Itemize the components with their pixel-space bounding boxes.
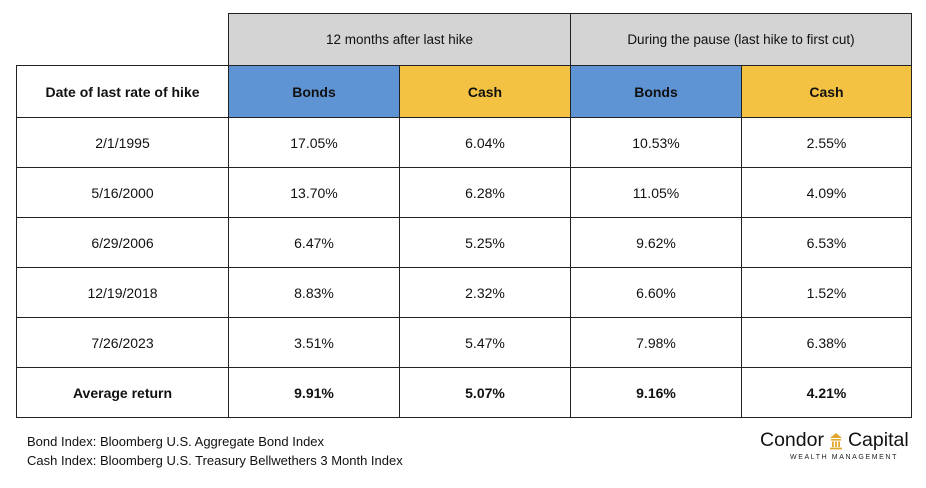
logo-name-right: Capital <box>847 429 909 451</box>
bonds-12m-cell: 8.83% <box>228 267 400 318</box>
column-header-bonds-12m: Bonds <box>228 65 400 118</box>
bonds-12m-cell: 17.05% <box>228 117 400 168</box>
cash-pause-cell: 1.52% <box>741 267 912 318</box>
date-cell: 5/16/2000 <box>16 167 229 218</box>
column-header-cash-12m: Cash <box>399 65 571 118</box>
bonds-pause-cell: 9.62% <box>570 217 742 268</box>
average-label-cell: Average return <box>16 367 229 418</box>
cash-pause-cell: 6.38% <box>741 317 912 368</box>
bonds-12m-cell: 6.47% <box>228 217 400 268</box>
group-header-12-months: 12 months after last hike <box>228 13 571 66</box>
average-bonds-pause-cell: 9.16% <box>570 367 742 418</box>
date-cell: 2/1/1995 <box>16 117 229 168</box>
bonds-12m-cell: 13.70% <box>228 167 400 218</box>
cash-pause-cell: 6.53% <box>741 217 912 268</box>
returns-table: 12 months after last hike During the pau… <box>16 13 912 418</box>
column-header-date: Date of last rate of hike <box>16 65 229 118</box>
date-cell: 12/19/2018 <box>16 267 229 318</box>
average-cash-12m-cell: 5.07% <box>399 367 571 418</box>
cash-12m-cell: 2.32% <box>399 267 571 318</box>
table-row: 2/1/1995 17.05% 6.04% 10.53% 2.55% <box>16 117 912 168</box>
bonds-pause-cell: 7.98% <box>570 317 742 368</box>
group-header-row: 12 months after last hike During the pau… <box>16 13 912 66</box>
average-row: Average return 9.91% 5.07% 9.16% 4.21% <box>16 367 912 418</box>
column-header-bonds-pause: Bonds <box>570 65 742 118</box>
table-row: 5/16/2000 13.70% 6.28% 11.05% 4.09% <box>16 167 912 218</box>
cash-12m-cell: 6.04% <box>399 117 571 168</box>
bonds-12m-cell: 3.51% <box>228 317 400 368</box>
logo-tagline: WEALTH MANAGEMENT <box>790 454 898 461</box>
condor-capital-logo: Condor Capital WEALTH MANAGEMENT <box>760 429 910 461</box>
column-header-row: Date of last rate of hike Bonds Cash Bon… <box>16 65 912 118</box>
empty-corner-cell <box>16 13 229 66</box>
bond-index-note: Bond Index: Bloomberg U.S. Aggregate Bon… <box>27 434 325 449</box>
cash-12m-cell: 5.25% <box>399 217 571 268</box>
bonds-pause-cell: 6.60% <box>570 267 742 318</box>
cash-pause-cell: 2.55% <box>741 117 912 168</box>
date-cell: 6/29/2006 <box>16 217 229 268</box>
cash-pause-cell: 4.09% <box>741 167 912 218</box>
date-cell: 7/26/2023 <box>16 317 229 368</box>
bonds-pause-cell: 11.05% <box>570 167 742 218</box>
cash-12m-cell: 5.47% <box>399 317 571 368</box>
cash-12m-cell: 6.28% <box>399 167 571 218</box>
table-row: 12/19/2018 8.83% 2.32% 6.60% 1.52% <box>16 267 912 318</box>
logo-name-left: Condor <box>760 429 824 451</box>
footnotes: Bond Index: Bloomberg U.S. Aggregate Bon… <box>27 432 403 470</box>
average-cash-pause-cell: 4.21% <box>741 367 912 418</box>
table-row: 6/29/2006 6.47% 5.25% 9.62% 6.53% <box>16 217 912 268</box>
average-bonds-12m-cell: 9.91% <box>228 367 400 418</box>
bonds-pause-cell: 10.53% <box>570 117 742 168</box>
group-header-pause: During the pause (last hike to first cut… <box>570 13 912 66</box>
cash-index-note: Cash Index: Bloomberg U.S. Treasury Bell… <box>27 453 403 468</box>
table-body: 2/1/1995 17.05% 6.04% 10.53% 2.55% 5/16/2000 1… <box>16 117 912 368</box>
column-header-cash-pause: Cash <box>741 65 912 118</box>
table-row: 7/26/2023 3.51% 5.47% 7.98% 6.38% <box>16 317 912 368</box>
building-icon <box>829 432 842 449</box>
